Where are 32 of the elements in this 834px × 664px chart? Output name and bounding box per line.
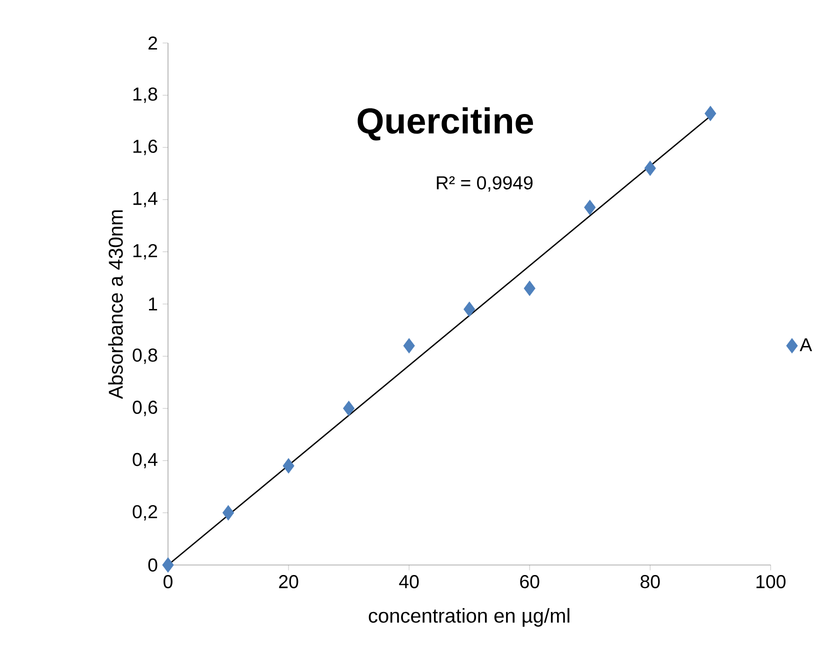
y-tick-label: 1,6 — [133, 140, 158, 156]
y-tick-label: 1 — [149, 298, 158, 310]
y-tick-label: 0,8 — [132, 348, 158, 364]
point — [524, 281, 536, 296]
y-tick-label: 0,6 — [132, 400, 158, 416]
x-tick-label: 60 — [520, 575, 540, 588]
point — [162, 558, 174, 572]
x-tick-label: 0 — [164, 575, 172, 588]
point — [644, 160, 656, 176]
y-axis-title: Absorbance a 430nm — [108, 210, 123, 400]
x-tick-label: 80 — [640, 575, 660, 588]
y-tick-label: 2 — [148, 36, 158, 50]
point — [584, 200, 596, 215]
legend-label: A — [800, 338, 812, 352]
y-tick-label: 0 — [148, 558, 158, 572]
point — [282, 458, 294, 474]
point — [704, 106, 716, 121]
point — [464, 302, 476, 317]
y-tick-label: 0,4 — [132, 452, 158, 468]
x-axis-title: concentration en µg/ml — [368, 608, 570, 627]
point — [403, 338, 415, 354]
y-tick-label: 1,8 — [133, 87, 158, 103]
x-tick-label: 40 — [399, 575, 419, 588]
y-tick-label: 0,2 — [132, 505, 158, 521]
point — [222, 505, 234, 520]
x-tick-label: 100 — [756, 575, 786, 588]
y-tick-label: 1,2 — [133, 244, 158, 260]
point — [343, 401, 354, 416]
x-tick-label: 20 — [279, 575, 298, 588]
text: Quercitine — [358, 107, 534, 140]
annotation: R² = 0,9949 — [436, 176, 533, 192]
y-tick-label: 1,4 — [133, 192, 158, 208]
